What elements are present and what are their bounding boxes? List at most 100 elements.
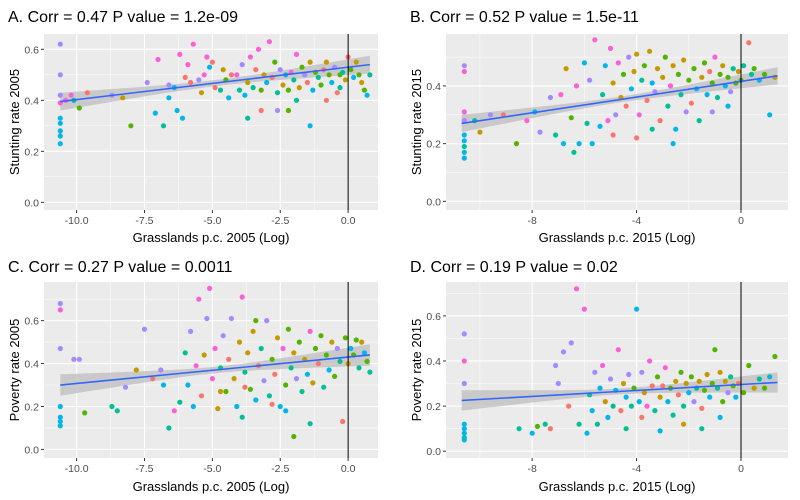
panel-b-data-point bbox=[602, 63, 608, 69]
panel-b-data-point bbox=[461, 155, 467, 161]
panel-a-data-point bbox=[57, 133, 63, 139]
panel-c-y-axis-title: Poverty rate 2005 bbox=[7, 319, 22, 422]
panel-d-data-point bbox=[657, 428, 663, 434]
panel-b-data-point bbox=[461, 63, 467, 69]
panel-d-data-point bbox=[597, 385, 603, 391]
panel-d-y-tick-label: 0.2 bbox=[426, 401, 441, 413]
panel-b-data-point bbox=[605, 118, 611, 124]
panel-b-data-point bbox=[748, 71, 755, 77]
panel-c-data-point bbox=[269, 356, 275, 362]
panel-b-data-point bbox=[461, 143, 467, 150]
panel-b-data-point bbox=[576, 141, 582, 147]
panel-d-data-point bbox=[717, 414, 723, 420]
panel-d-data-point bbox=[631, 385, 637, 391]
panel-c-data-point bbox=[57, 418, 63, 425]
panel-d-data-point bbox=[461, 437, 467, 443]
panel-c-data-point bbox=[109, 403, 115, 410]
panel-d-data-point bbox=[623, 426, 629, 432]
panel-d-data-point bbox=[628, 403, 635, 409]
panel-d-data-point bbox=[699, 405, 705, 411]
panel-d-data-point bbox=[673, 378, 679, 384]
panel-a-y-tick-label: 0.0 bbox=[24, 197, 39, 209]
panel-b-data-point bbox=[670, 63, 676, 69]
panel-b-regression-line bbox=[461, 75, 778, 125]
panel-b-data-point bbox=[610, 80, 616, 86]
panel-a-x-tick-label: -10.0 bbox=[65, 215, 89, 227]
panel-c-data-point bbox=[193, 363, 199, 369]
panel-c-data-point bbox=[190, 403, 196, 410]
panel-a-data-point bbox=[323, 59, 329, 65]
panel-a-title: A. Corr = 0.47 P value = 1.2e-09 bbox=[8, 9, 238, 26]
panel-b-data-point bbox=[584, 120, 590, 126]
panel-c-data-point bbox=[307, 328, 313, 334]
panel-d-data-point bbox=[461, 331, 467, 337]
panel-d-y-axis-title: Poverty rate 2015 bbox=[409, 319, 424, 422]
panel-b-data-point bbox=[615, 60, 621, 66]
panel-a-data-point bbox=[337, 85, 343, 91]
panel-d: 0.0 0.2 0.4 0.6 -8 -4 0 D. Corr = 0.19 P value… bbox=[409, 259, 788, 494]
panel-a-data-point bbox=[177, 51, 183, 58]
panel-c-data-point bbox=[348, 345, 354, 352]
panel-a-data-point bbox=[242, 92, 248, 98]
panel-d-x-axis-title: Grasslands p.c. 2015 (Log) bbox=[539, 479, 696, 494]
panel-d-data-point bbox=[641, 390, 648, 396]
panel-b-data-point bbox=[673, 126, 679, 132]
panel-d-data-point bbox=[657, 394, 663, 400]
panel-a-data-point bbox=[315, 74, 321, 80]
panel-d-data-point bbox=[704, 371, 710, 378]
panel-a-y-axis-title: Stunting rate 2005 bbox=[7, 69, 22, 175]
panel-b-y-axis-title: Stunting rate 2015 bbox=[409, 69, 424, 175]
panel-d-data-point bbox=[581, 306, 588, 312]
panel-c-data-point bbox=[299, 388, 305, 395]
panel-a-x-tick-label: -7.5 bbox=[135, 215, 153, 227]
panel-c-data-point bbox=[353, 337, 359, 343]
panel-d-data-point bbox=[566, 403, 572, 409]
panel-d-plot-area: 0.0 0.2 0.4 0.6 -8 -4 0 bbox=[426, 282, 788, 475]
panel-a-data-point bbox=[364, 92, 370, 98]
panel-b-data-point bbox=[709, 80, 715, 86]
panel-d-data-point bbox=[553, 362, 559, 369]
panel-b-data-point bbox=[620, 71, 627, 77]
panel-b-data-point bbox=[641, 63, 648, 69]
panel-c-data-point bbox=[204, 315, 210, 322]
panel-c-data-point bbox=[196, 296, 202, 302]
panel-c-data-point bbox=[177, 399, 183, 405]
panel-a-x-tick-label: -5.0 bbox=[203, 215, 221, 227]
panel-c-data-point bbox=[247, 386, 253, 392]
panel-c-data-point bbox=[340, 418, 346, 425]
panel-b-data-point bbox=[461, 109, 467, 115]
panel-c-data-point bbox=[114, 408, 120, 414]
panel-a-data-point bbox=[304, 79, 310, 86]
panel-d-data-point bbox=[602, 399, 608, 405]
panel-b-data-point bbox=[589, 141, 595, 147]
panel-c-data-point bbox=[209, 376, 215, 382]
panel-c-data-point bbox=[326, 367, 332, 373]
panel-d-data-point bbox=[717, 369, 723, 375]
panel-a-y-tick-label: 0.2 bbox=[24, 146, 39, 158]
panel-b-data-point bbox=[699, 74, 705, 80]
panel-a-data-point bbox=[179, 115, 186, 121]
panel-b-title: B. Corr = 0.52 P value = 1.5e-11 bbox=[410, 9, 639, 26]
panel-d-data-point bbox=[678, 369, 684, 375]
panel-b-plot-area: 0.0 0.2 0.4 -8 -4 0 bbox=[426, 34, 788, 227]
panel-c-data-point bbox=[367, 369, 373, 375]
panel-b-data-point bbox=[592, 37, 598, 43]
panel-b-data-point bbox=[678, 92, 684, 98]
panel-d-data-point bbox=[605, 414, 611, 420]
panel-d-data-point bbox=[529, 430, 535, 436]
panel-d-background bbox=[446, 282, 788, 458]
panel-a-data-point bbox=[174, 107, 180, 114]
panel-c-data-point bbox=[188, 328, 194, 334]
panel-a-y-tick-label: 0.4 bbox=[24, 95, 39, 107]
panel-d-data-point bbox=[534, 423, 541, 429]
panel-a-data-point bbox=[57, 128, 63, 134]
panel-b-data-point bbox=[597, 123, 603, 129]
panel-d-data-point bbox=[576, 421, 582, 427]
panel-c-data-point bbox=[272, 371, 278, 377]
panel-c-data-point bbox=[198, 393, 205, 399]
panel-a-data-point bbox=[296, 85, 302, 91]
panel-a-data-point bbox=[274, 90, 281, 96]
panel-d-data-point bbox=[746, 362, 752, 369]
panel-b-data-point bbox=[728, 89, 734, 95]
